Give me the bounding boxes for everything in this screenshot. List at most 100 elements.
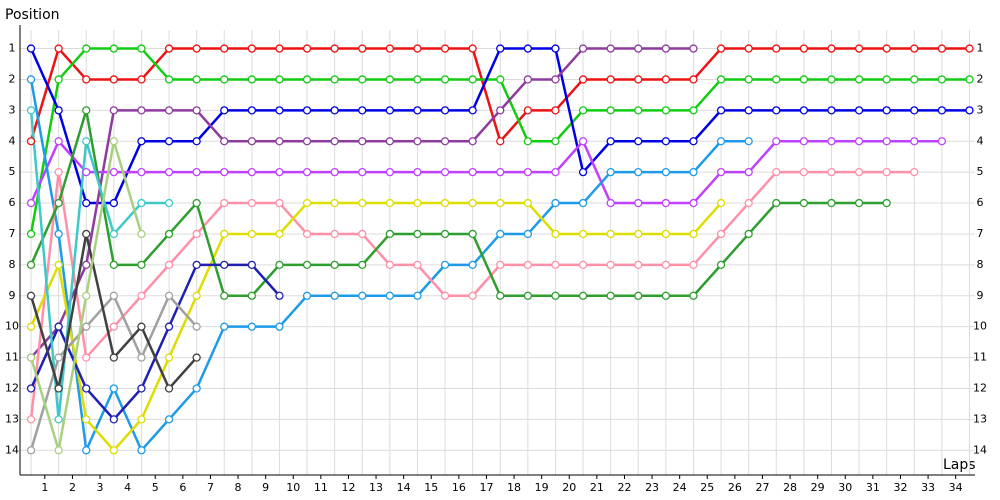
point [468,168,477,177]
point [54,198,63,208]
y-tick-label: 9 [9,289,16,302]
point [744,198,753,208]
point [523,75,533,84]
point [192,353,201,362]
point [109,229,118,239]
point [937,44,947,53]
point [744,75,753,84]
point [109,446,118,455]
x-tick-label: 23 [645,481,659,494]
point [661,198,671,208]
point [468,198,477,208]
y-tick-label: 12 [5,381,19,394]
y-tick-label: 2 [9,72,16,85]
point [496,291,505,300]
point [468,44,477,53]
point [82,384,91,393]
point [606,198,615,208]
point [772,168,781,177]
point [247,137,256,146]
point [137,446,146,455]
point [661,168,671,177]
point [634,137,643,146]
point [26,384,36,393]
point [192,75,201,84]
point [330,75,339,84]
point [634,291,643,300]
point [661,106,671,115]
y-tick-label: 11 [5,351,19,364]
point [882,137,891,146]
point [330,229,339,239]
point [689,291,698,300]
y-tick-label-right: 7 [977,227,984,240]
point [54,384,63,393]
point [385,198,395,208]
point [634,168,643,177]
point [716,106,726,115]
point [385,260,395,270]
point [551,168,560,177]
y-tick-label-right: 9 [977,289,984,302]
point [137,198,146,208]
point [82,353,91,362]
point [164,198,174,208]
x-tick-label: 29 [811,481,825,494]
point [468,229,477,239]
x-tick-label: 20 [562,481,576,494]
point [164,353,174,362]
y-tick-label-right: 1 [977,42,984,55]
point [661,291,671,300]
point [551,291,560,300]
point [799,137,809,146]
point [523,198,533,208]
point [578,260,588,270]
point [220,322,229,331]
point [220,137,229,146]
point [937,75,947,84]
point [716,198,726,208]
point [109,260,118,270]
point [247,198,256,208]
point [910,137,919,146]
point [247,168,256,177]
point [413,106,422,115]
x-tick-label: 17 [479,481,493,494]
point [578,229,588,239]
y-tick-label: 6 [9,196,16,209]
point [137,168,146,177]
point [82,446,91,455]
point [551,137,560,146]
point [523,106,533,115]
point [606,137,615,146]
point [496,44,505,53]
x-tick-label: 10 [286,481,300,494]
point [137,384,146,393]
point [54,322,63,331]
point [523,44,533,53]
point [385,137,395,146]
point [496,106,505,115]
point [192,260,201,270]
x-tick-label: 24 [673,481,687,494]
point [440,229,450,239]
point [385,291,395,300]
point [578,198,588,208]
point [26,229,36,239]
y-tick-label-right: 2 [977,72,984,85]
point [164,44,174,53]
point [302,168,312,177]
y-tick-label-right: 3 [977,103,984,116]
point [716,75,726,84]
point [26,44,36,53]
point [523,168,533,177]
point [799,198,809,208]
point [744,44,753,53]
point [164,75,174,84]
point [606,168,615,177]
point [468,291,477,300]
point [54,168,63,177]
point [54,44,63,53]
point [137,137,146,146]
point [192,106,201,115]
